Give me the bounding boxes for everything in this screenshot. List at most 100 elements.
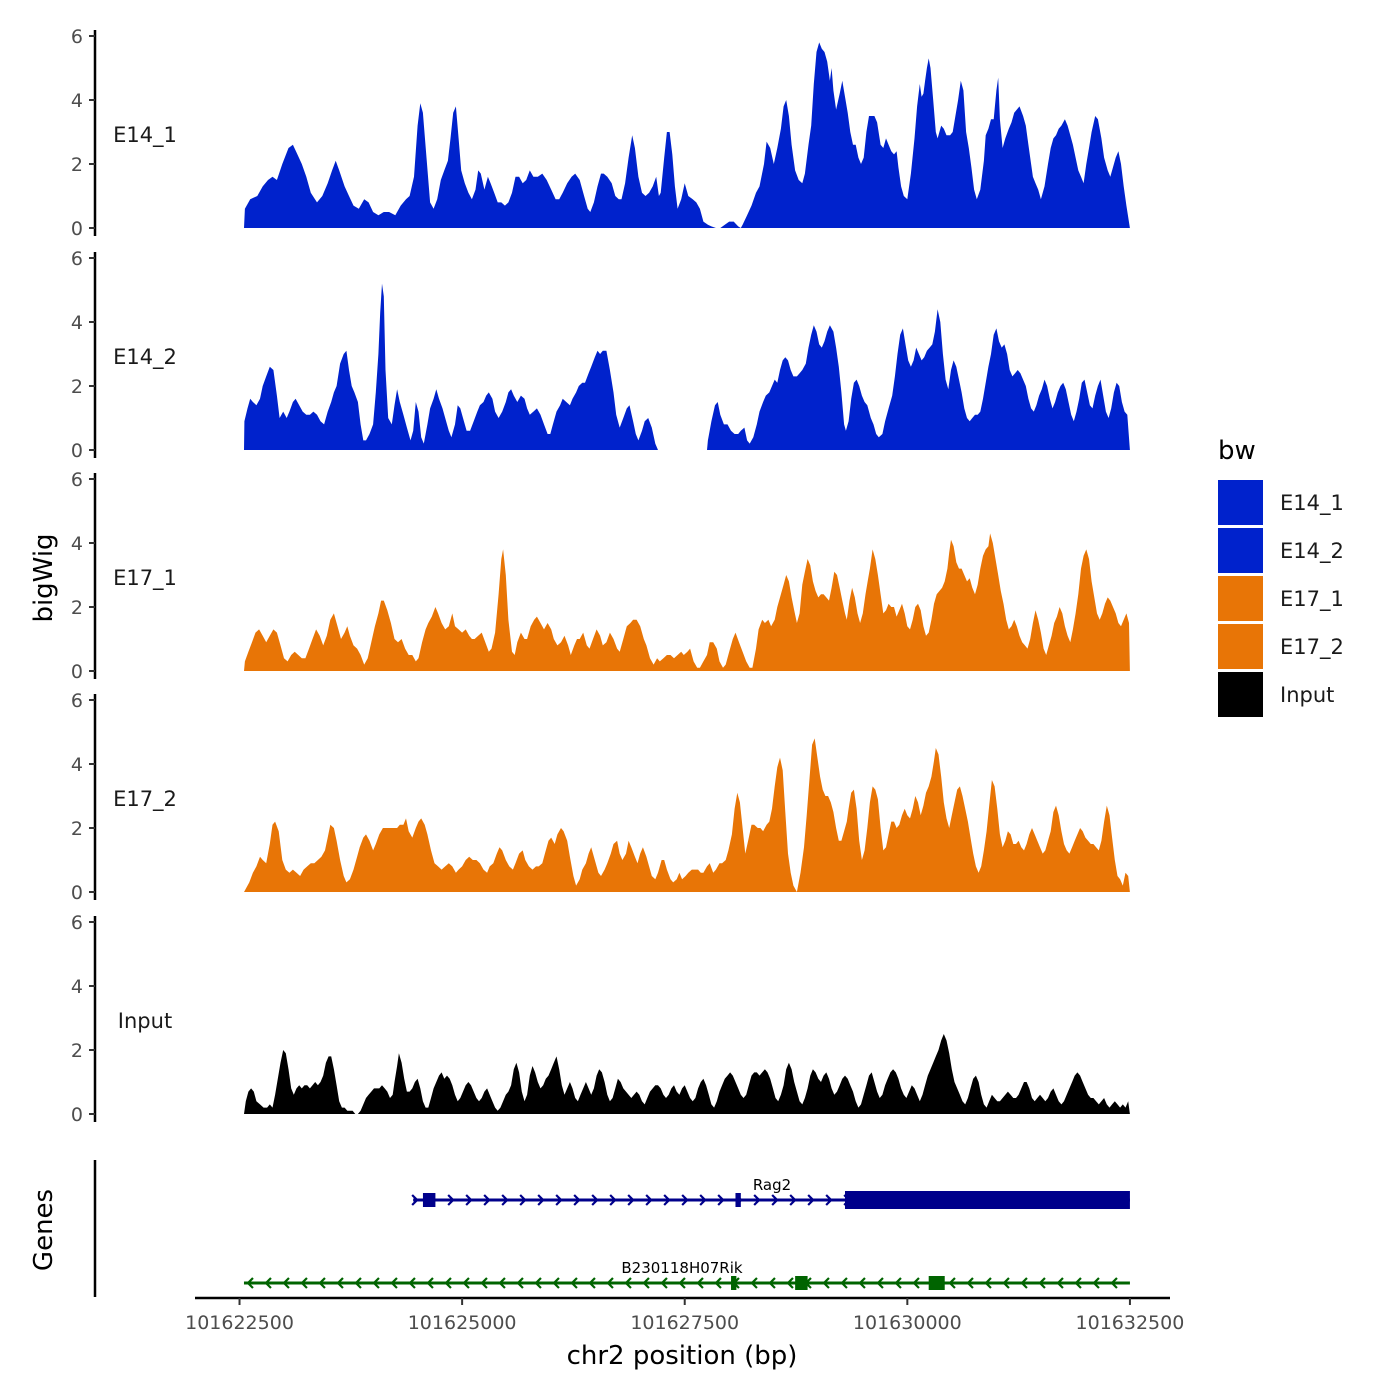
y-tick-label: 6 (71, 912, 83, 934)
strand-arrow (411, 1194, 419, 1206)
y-tick-label: 4 (71, 90, 83, 112)
x-axis: 101622500 101625000 101627500 101630000 1016… (185, 1296, 1185, 1334)
legend-key-e17-2 (1218, 624, 1263, 669)
y-tick-label: 0 (71, 882, 83, 904)
strand-arrow (462, 1277, 470, 1289)
x-tick-label: 101632500 (1076, 1312, 1185, 1334)
track-label: E17_1 (113, 566, 177, 591)
y-tick-label: 2 (71, 597, 83, 619)
strand-arrow (336, 1277, 344, 1289)
track-e14-1: 0 2 4 6 E14_1 (71, 26, 1130, 240)
strand-arrow (840, 1277, 848, 1289)
strand-arrow (912, 1277, 920, 1289)
y-tick-label: 0 (71, 1104, 83, 1126)
strand-arrow (966, 1277, 974, 1289)
strand-arrow (483, 1194, 491, 1206)
strand-arrow (660, 1277, 668, 1289)
strand-arrow (771, 1194, 779, 1206)
strand-arrow (624, 1277, 632, 1289)
strand-arrow (1002, 1277, 1010, 1289)
strand-arrow (696, 1277, 704, 1289)
strand-arrow (282, 1277, 290, 1289)
legend-label: E17_1 (1280, 587, 1344, 612)
signal-area-e17-1 (244, 533, 1130, 671)
x-tick-label: 101622500 (185, 1312, 294, 1334)
gene-label: Rag2 (753, 1176, 791, 1194)
track-e17-1: 0 2 4 6 E17_1 (71, 469, 1130, 683)
strand-arrow (984, 1277, 992, 1289)
strand-arrow (570, 1277, 578, 1289)
y-tick-label: 6 (71, 469, 83, 491)
strand-arrow (609, 1194, 617, 1206)
strand-arrow (699, 1194, 707, 1206)
y-tick-label: 0 (71, 661, 83, 683)
signal-area-e14-1 (244, 42, 1130, 229)
legend-key-input (1218, 672, 1263, 717)
strand-arrow (408, 1277, 416, 1289)
gene-rag2: Rag2 (411, 1176, 1130, 1209)
exon-block (928, 1276, 945, 1290)
strand-arrow (573, 1194, 581, 1206)
strand-arrow (786, 1277, 794, 1289)
signal-area-input (244, 1034, 1130, 1114)
strand-arrow (390, 1277, 398, 1289)
legend-label: E14_2 (1280, 539, 1344, 564)
strand-arrow (948, 1277, 956, 1289)
signal-tracks: 0 2 4 6 E14_1 0 2 4 6 E14_2 0 2 4 6 E17_1 0 2 4 6 E17_2 0 2 4 6… (71, 26, 1130, 1126)
strand-arrow (825, 1194, 833, 1206)
strand-arrow (1092, 1277, 1100, 1289)
y-tick-label: 4 (71, 533, 83, 555)
strand-arrow (591, 1194, 599, 1206)
strand-arrow (447, 1194, 455, 1206)
strand-arrow (264, 1277, 272, 1289)
y-tick-label: 2 (71, 154, 83, 176)
strand-arrow (1056, 1277, 1064, 1289)
strand-arrow (498, 1277, 506, 1289)
strand-arrow (894, 1277, 902, 1289)
strand-arrow (246, 1277, 254, 1289)
strand-arrow (372, 1277, 380, 1289)
track-label: Input (118, 1009, 172, 1033)
strand-arrow (1038, 1277, 1046, 1289)
strand-arrow (753, 1194, 761, 1206)
strand-arrow (1110, 1277, 1118, 1289)
genes-panel: Rag2 B230118H07Rik (93, 1160, 1130, 1297)
strand-arrow (876, 1277, 884, 1289)
exon-block (795, 1276, 808, 1290)
y-axis-title: bigWig (29, 533, 59, 622)
strand-arrow (555, 1194, 563, 1206)
exon-block (731, 1276, 737, 1290)
strand-arrow (807, 1194, 815, 1206)
strand-arrow (480, 1277, 488, 1289)
strand-arrow (645, 1194, 653, 1206)
strand-arrow (750, 1277, 758, 1289)
signal-area-e14-2 (244, 283, 1130, 450)
legend-label: E17_2 (1280, 635, 1344, 660)
y-tick-label: 6 (71, 248, 83, 270)
strand-arrow (519, 1194, 527, 1206)
track-label: E14_1 (113, 123, 177, 148)
genes-axis-title: Genes (29, 1189, 59, 1271)
strand-arrow (642, 1277, 650, 1289)
strand-arrow (1074, 1277, 1082, 1289)
legend-label: Input (1280, 683, 1334, 707)
gene-b230118h07rik: B230118H07Rik (243, 1259, 1130, 1290)
strand-arrow (516, 1277, 524, 1289)
strand-arrow (444, 1277, 452, 1289)
strand-arrow (627, 1194, 635, 1206)
y-tick-label: 6 (71, 690, 83, 712)
strand-arrow (681, 1194, 689, 1206)
strand-arrow (552, 1277, 560, 1289)
y-tick-label: 4 (71, 976, 83, 998)
y-tick-label: 6 (71, 26, 83, 48)
strand-arrow (537, 1194, 545, 1206)
x-tick-label: 101627500 (630, 1312, 739, 1334)
strand-arrow (789, 1194, 797, 1206)
track-label: E14_2 (113, 345, 177, 370)
strand-arrow (1020, 1277, 1028, 1289)
strand-arrow (714, 1277, 722, 1289)
y-tick-label: 2 (71, 818, 83, 840)
legend-key-e14-2 (1218, 528, 1263, 573)
strand-arrow (354, 1277, 362, 1289)
